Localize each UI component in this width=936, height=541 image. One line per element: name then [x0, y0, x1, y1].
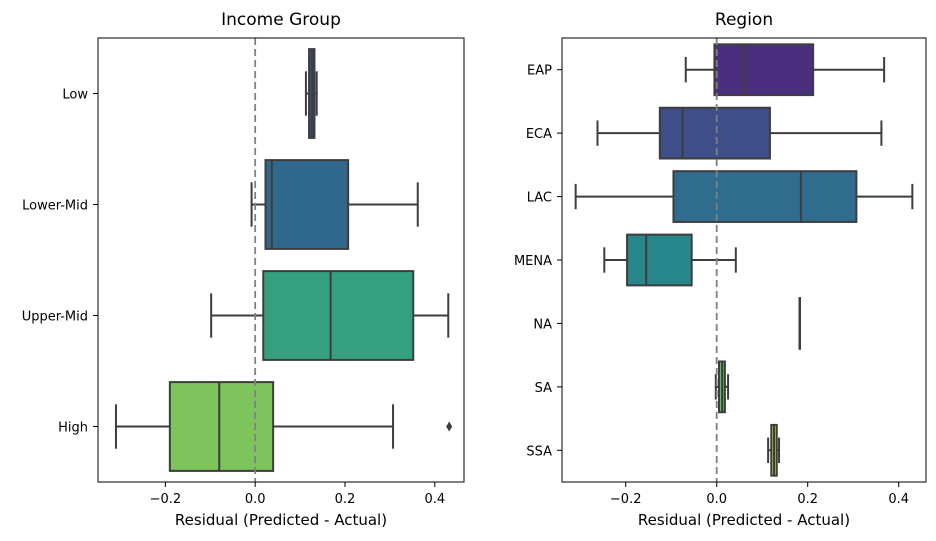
panel-title: Region: [715, 10, 773, 30]
box-high: [114, 381, 453, 472]
y-tick-label: ECA: [526, 127, 552, 142]
box-ssa: [767, 423, 781, 477]
x-tick-label: 0.2: [335, 492, 356, 507]
x-tick-label: 0.0: [245, 492, 266, 507]
x-tick-label: −0.2: [610, 492, 642, 507]
region-panel: Region EAP ECA LAC MENA NA SA SSA −0.2 0.0 0.2 0.4 R…: [514, 10, 927, 529]
x-axis-label: Residual (Predicted - Actual): [175, 511, 387, 529]
box-lower-mid: [250, 159, 419, 250]
panel-title: Income Group: [221, 10, 341, 30]
box-upper-mid: [210, 270, 450, 361]
x-tick-label: 0.2: [797, 492, 818, 507]
box-iqr: [658, 106, 771, 160]
y-tick-label: LAC: [527, 191, 552, 206]
income-group-panel: Income Group Low Lower-Mid Upper-Mid High −0.…: [22, 10, 465, 529]
box-low: [304, 48, 318, 139]
box-mena: [603, 233, 737, 287]
y-tick-label: Upper-Mid: [22, 310, 88, 325]
outlier-point: [446, 421, 453, 432]
y-tick-label: SA: [535, 381, 552, 396]
x-axis-label: Residual (Predicted - Actual): [638, 511, 850, 529]
box-eca: [596, 106, 883, 160]
box-iqr: [262, 270, 415, 361]
box-iqr: [168, 381, 275, 472]
y-tick-label: Lower-Mid: [22, 199, 88, 214]
x-tick-label: 0.0: [706, 492, 727, 507]
y-tick-label: Low: [62, 88, 88, 103]
x-tick-label: 0.4: [888, 492, 909, 507]
box-lac: [574, 170, 914, 223]
box-iqr: [713, 43, 815, 97]
y-tick-label: EAP: [527, 64, 552, 79]
box-eap: [684, 43, 886, 97]
y-tick-label: High: [58, 421, 88, 436]
y-tick-label: NA: [533, 317, 552, 332]
y-tick-label: SSA: [526, 444, 552, 459]
axes-frame: [97, 37, 465, 483]
axes-frame: [561, 37, 927, 483]
x-tick-label: 0.4: [424, 492, 445, 507]
box-na: [798, 297, 802, 350]
box-sa: [714, 360, 730, 414]
box-iqr: [626, 233, 693, 287]
y-tick-label: MENA: [514, 254, 552, 269]
box-iqr: [672, 170, 858, 223]
x-tick-label: −0.2: [150, 492, 182, 507]
box-iqr: [264, 159, 350, 250]
